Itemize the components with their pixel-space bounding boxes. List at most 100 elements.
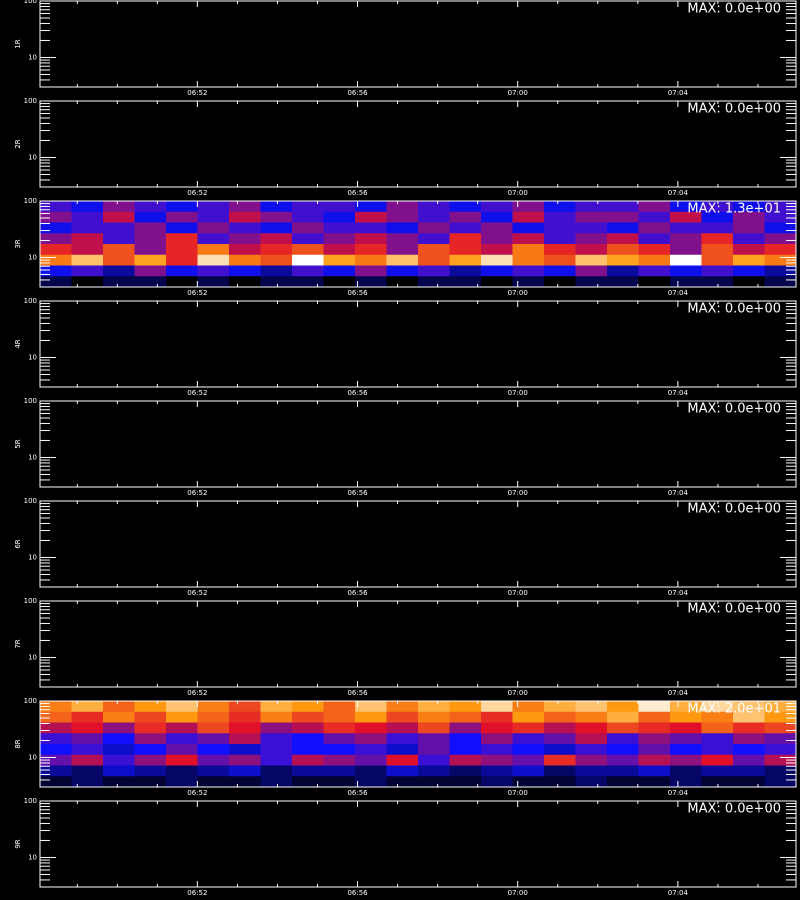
plot-frame [39,100,797,188]
heat-cell [449,722,482,734]
plot-frame [39,700,797,788]
y-tick-label: 100 [24,297,37,305]
heat-cell [166,201,198,213]
y-tick-label: 100 [24,397,37,405]
heat-cell [103,722,135,734]
heat-cell [292,701,324,713]
panel: 10 100 06:52 06:56 07:00 07:04 MAX: 1.3e+01 3R [14,197,797,297]
heat-cell [764,233,797,245]
heat-cell [449,711,482,723]
heat-cell [764,765,797,777]
heat-cell [544,233,576,245]
max-label: MAX: 0.0e+00 [687,302,781,317]
heat-cell [512,201,545,213]
heat-cell [229,222,261,234]
y-tick-label: 100 [24,0,37,5]
heat-cell [292,244,324,256]
heat-cell [323,765,356,777]
heat-cell [71,201,104,213]
heat-cell [449,754,482,766]
heat-cell [40,754,72,766]
heat-cell [292,254,324,266]
heat-cell [670,244,702,256]
heat-cell [103,754,135,766]
heat-cell [71,701,104,713]
heat-cell [71,733,104,745]
heat-cell [355,776,387,788]
x-tick-label: 06:52 [187,89,207,97]
heat-cell [575,201,608,213]
x-tick-label: 07:04 [668,89,689,97]
panel: 10 100 06:52 06:56 07:00 07:04 MAX: 0.0e+00 5R [14,397,797,497]
heat-cell [575,233,608,245]
x-tick-label: 06:52 [187,289,207,297]
heat-cell [323,201,356,213]
heat-cell [386,722,419,734]
heat-cell [323,211,356,223]
heat-cell [166,233,198,245]
heat-cell [544,201,576,213]
heat-cell [134,211,167,223]
heat-cell [355,754,387,766]
heat-cell [764,211,797,223]
y-tick-label: 10 [28,553,37,561]
heat-cell [733,233,765,245]
panel-label: 2R [14,139,22,148]
heat-cell [418,701,450,713]
heat-cell [544,254,576,266]
heat-cell [638,276,671,288]
heat-cell [544,711,576,723]
heat-cell [575,765,608,777]
heat-cell [764,733,797,745]
heat-cell [512,701,545,713]
heat-cell [292,233,324,245]
heat-cell [733,765,765,777]
heat-cell [166,701,198,713]
x-tick-label: 06:52 [187,489,207,497]
heat-cell [701,222,734,234]
heat-cell [418,254,450,266]
heat-cell [670,254,702,266]
heat-cell [292,744,324,756]
heat-cell [260,254,293,266]
x-tick-label: 06:52 [187,389,207,397]
heat-cell [638,722,671,734]
heat-cell [638,701,671,713]
heat-cell [134,233,167,245]
heat-cell [134,765,167,777]
heat-cell [229,201,261,213]
heat-cell [481,254,513,266]
heat-cell [292,211,324,223]
heat-cell [449,265,482,277]
x-tick-label: 07:04 [668,889,689,897]
x-tick-label: 06:52 [187,589,207,597]
max-label: MAX: 0.0e+00 [687,502,781,517]
x-tick-label: 07:00 [508,289,528,297]
heat-cell [481,233,513,245]
heat-cell [71,211,104,223]
x-tick-label: 07:00 [508,489,528,497]
heat-cell [701,254,734,266]
heat-cell [103,765,135,777]
panel-label: 7R [14,639,22,648]
heat-cell [386,754,419,766]
heat-cell [71,276,104,288]
heat-cell [512,276,545,288]
heat-cell [197,201,230,213]
heat-cell [638,233,671,245]
heat-cell [197,754,230,766]
heat-cell [71,265,104,277]
x-tick-label: 07:04 [668,189,689,197]
panel-label: 3R [14,239,22,248]
heat-cell [733,733,765,745]
heat-cell [355,733,387,745]
heat-cell [292,711,324,723]
heat-cell [323,776,356,788]
x-tick-label: 07:00 [508,689,528,697]
heat-cell [40,244,72,256]
heat-cell [575,744,608,756]
heat-cell [701,244,734,256]
heat-cell [166,254,198,266]
heat-cell [638,765,671,777]
heat-cell [764,722,797,734]
